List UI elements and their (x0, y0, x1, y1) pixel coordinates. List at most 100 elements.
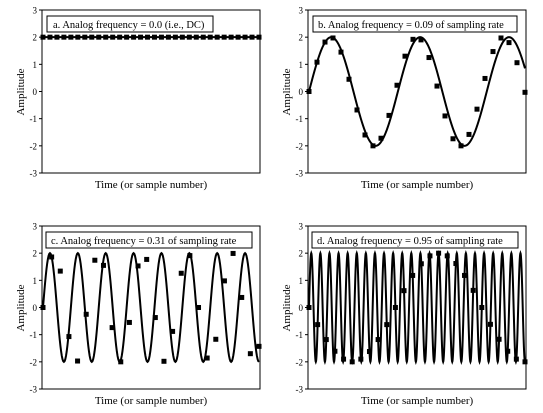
sample-point (514, 60, 520, 66)
sample-point (474, 106, 480, 112)
sample-point (193, 34, 199, 40)
sample-point (75, 34, 81, 40)
sample-point (40, 305, 46, 310)
sample-point (434, 83, 440, 89)
sample-point (384, 322, 390, 328)
title-box (312, 15, 518, 33)
sample-markers (306, 250, 528, 365)
chart-title: a. Analog frequency = 0.0 (i.e., DC) (53, 20, 205, 31)
sample-point (118, 359, 124, 365)
sample-point (346, 76, 352, 82)
y-axis: 3 2 1 0 -1 -2 -3 (296, 222, 308, 395)
sample-point (221, 34, 227, 40)
y-tick-label: -3 (30, 385, 38, 395)
sample-point (200, 34, 206, 40)
y-axis-label: Amplitude (15, 284, 27, 331)
sample-point (522, 359, 528, 365)
y-tick-label: 2 (299, 249, 304, 259)
chart-title: c. Analog frequency = 0.31 of sampling r… (51, 236, 237, 247)
sample-point (490, 49, 496, 55)
x-axis-label: Time (or sample number) (361, 179, 474, 191)
y-tick-label: 1 (33, 60, 38, 70)
sample-point (228, 34, 234, 40)
sample-point (322, 39, 328, 45)
y-tick-label: -2 (30, 357, 38, 367)
sample-point (161, 358, 167, 364)
sample-point (466, 131, 472, 137)
sample-point (214, 34, 220, 40)
sample-point (221, 278, 227, 284)
sample-point (444, 253, 450, 259)
sample-point (458, 143, 464, 149)
sample-point (196, 305, 202, 310)
x-axis-label: Time (or sample number) (95, 179, 208, 191)
sample-point (165, 34, 171, 40)
sample-point (392, 305, 398, 310)
sample-point (172, 34, 178, 40)
panel-c: 3 2 1 0 -1 -2 -3 c. Analog frequency = 0.31 of… (15, 222, 262, 407)
sample-point (418, 37, 424, 43)
y-tick-label: 1 (299, 276, 304, 286)
sample-point (204, 355, 210, 361)
title-box (45, 231, 253, 249)
sample-point (386, 112, 392, 118)
sample-point (506, 40, 512, 46)
sample-point (239, 294, 245, 300)
y-tick-label: 2 (299, 33, 304, 43)
sample-point (57, 268, 63, 274)
sample-point (306, 305, 312, 310)
sample-point (47, 34, 53, 40)
y-tick-label: 3 (33, 222, 38, 232)
y-axis-label: Amplitude (281, 68, 293, 115)
sample-point (375, 337, 381, 343)
sample-point (362, 132, 368, 138)
sample-point (410, 272, 416, 278)
sample-point (242, 34, 248, 40)
sample-point (66, 334, 72, 340)
y-tick-label: -3 (296, 385, 304, 395)
sample-point (54, 34, 60, 40)
chart-title: b. Analog frequency = 0.09 of sampling r… (318, 20, 504, 31)
sample-point (170, 328, 176, 334)
sample-point (49, 254, 55, 260)
sample-point (522, 89, 528, 95)
y-tick-label: 0 (33, 87, 38, 97)
sample-point (179, 34, 185, 40)
y-tick-label: 3 (299, 6, 304, 16)
y-axis-label: Amplitude (281, 284, 293, 331)
sample-point (92, 257, 98, 263)
y-tick-label: -2 (296, 357, 304, 367)
y-tick-label: -3 (30, 169, 38, 179)
y-tick-label: 1 (299, 60, 304, 70)
panel-a: 3 2 1 0 -1 -2 -3 a. Analog frequency = 0.0 (i.… (15, 6, 262, 191)
sample-point (505, 348, 511, 354)
sample-point (410, 36, 416, 42)
sample-point (394, 82, 400, 88)
sample-point (235, 34, 241, 40)
sample-point (124, 34, 130, 40)
sample-point (131, 34, 137, 40)
sample-point (109, 325, 115, 331)
plot-frame (41, 225, 261, 390)
y-axis: 3 2 1 0 -1 -2 -3 (296, 6, 308, 179)
title-box (46, 15, 214, 33)
y-tick-label: 0 (33, 303, 38, 313)
sample-point (341, 356, 347, 362)
panel-b: 3 2 1 0 -1 -2 -3 b. Analog frequency = 0.09 of… (281, 6, 528, 191)
sample-point (186, 34, 192, 40)
y-tick-label: 2 (33, 249, 38, 259)
sample-point (40, 34, 46, 40)
sample-point (306, 89, 312, 94)
panel-d: 3 2 1 0 -1 -2 -3 d. Analog frequency = 0.95 of… (281, 222, 528, 407)
title-box (311, 231, 519, 249)
sample-point (401, 288, 407, 294)
sample-point (496, 336, 502, 342)
sample-point (178, 270, 184, 276)
sample-point (470, 287, 476, 293)
sample-point (247, 351, 253, 357)
analog-signal-line (308, 36, 526, 147)
sample-point (117, 34, 123, 40)
sample-point (110, 34, 116, 40)
sample-point (315, 322, 321, 328)
